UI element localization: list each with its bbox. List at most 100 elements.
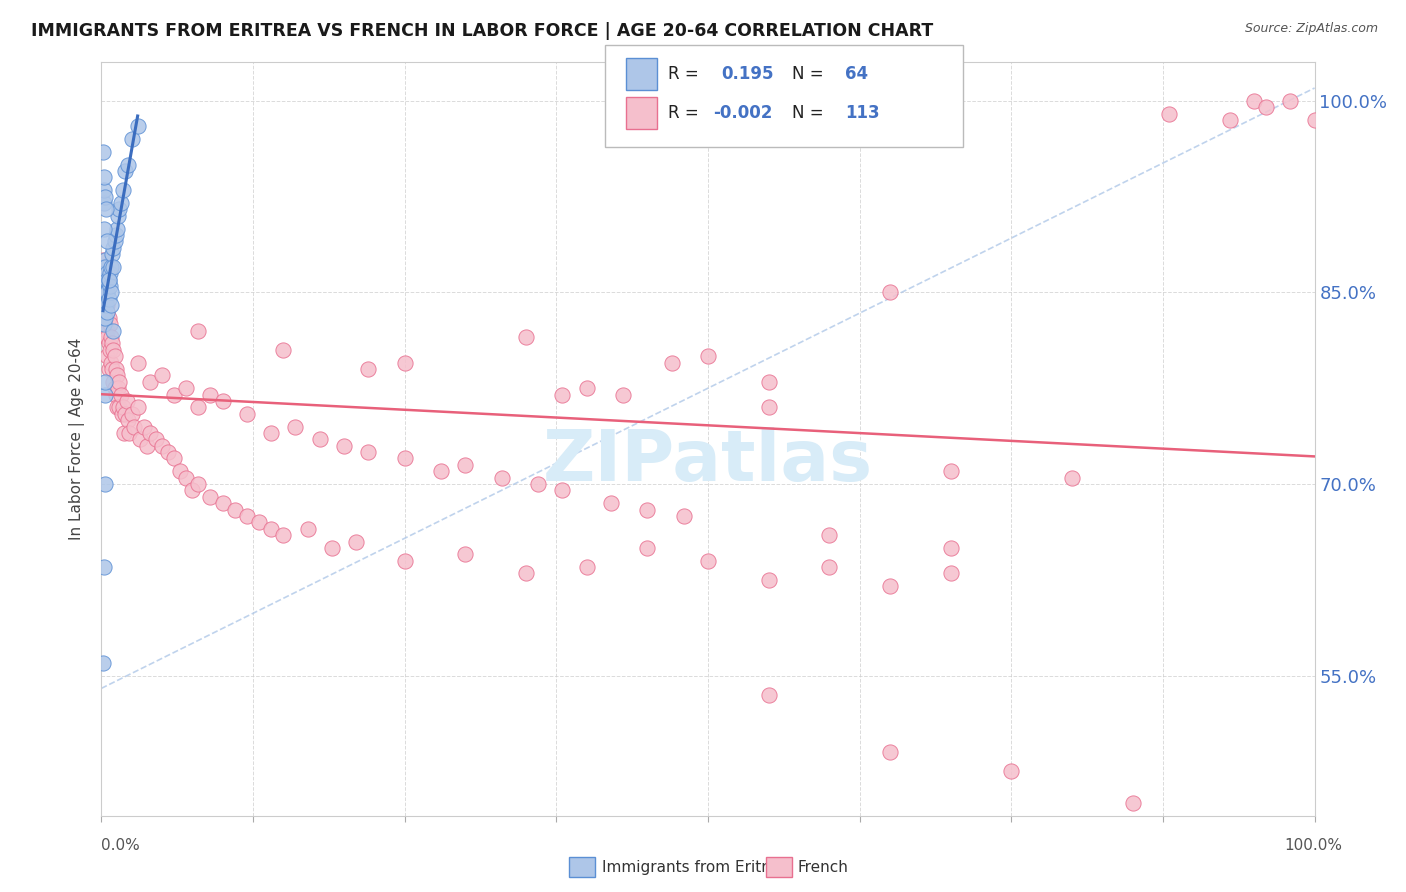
Point [636, 502, 658, 516]
Point [1303, 112, 1326, 127]
Point [96, 272, 118, 286]
Point [211, 496, 233, 510]
Point [1060, 470, 1083, 484]
Point [174, 470, 197, 484]
Point [103, 343, 125, 357]
Point [94, 266, 117, 280]
Point [94, 253, 117, 268]
Point [94, 310, 117, 325]
Point [94, 330, 117, 344]
Point [121, 407, 143, 421]
Point [94, 279, 117, 293]
Point [91, 279, 114, 293]
Point [97, 272, 120, 286]
Point [599, 496, 621, 510]
Point [117, 158, 139, 172]
Point [94, 477, 117, 491]
Point [91, 266, 114, 280]
Point [575, 381, 598, 395]
Text: French: French [797, 860, 848, 874]
Point [91, 292, 114, 306]
Point [100, 356, 122, 370]
Point [93, 170, 115, 185]
Point [515, 330, 537, 344]
Point [200, 490, 222, 504]
Point [101, 362, 124, 376]
Point [96, 235, 118, 249]
Point [697, 554, 720, 568]
Point [187, 477, 209, 491]
Text: Immigrants from Eritrea: Immigrants from Eritrea [602, 860, 786, 874]
Point [104, 387, 127, 401]
Point [94, 272, 117, 286]
Point [97, 292, 120, 306]
Point [818, 560, 841, 574]
Point [105, 401, 128, 415]
Point [93, 279, 115, 293]
Point [271, 343, 294, 357]
Point [271, 528, 294, 542]
Point [93, 285, 115, 300]
Point [91, 292, 114, 306]
Point [94, 285, 117, 300]
Point [93, 304, 115, 318]
Point [818, 528, 841, 542]
Point [94, 189, 117, 203]
Point [103, 349, 125, 363]
Point [394, 451, 416, 466]
Point [127, 120, 149, 134]
Point [117, 413, 139, 427]
Point [91, 310, 114, 325]
Point [236, 407, 259, 421]
Point [91, 656, 114, 670]
Point [93, 298, 115, 312]
Point [394, 356, 416, 370]
Text: 0.0%: 0.0% [101, 838, 141, 853]
Text: R =: R = [668, 104, 704, 122]
Point [879, 745, 901, 759]
Point [430, 464, 453, 478]
Point [454, 458, 477, 472]
Point [1279, 94, 1302, 108]
Point [394, 554, 416, 568]
Point [94, 260, 117, 274]
Point [93, 285, 115, 300]
Point [96, 324, 118, 338]
Point [758, 401, 780, 415]
Y-axis label: In Labor Force | Age 20-64: In Labor Force | Age 20-64 [69, 338, 86, 541]
Point [110, 387, 132, 401]
Point [114, 164, 136, 178]
Point [96, 285, 118, 300]
Point [94, 387, 117, 401]
Point [321, 541, 343, 555]
Point [91, 310, 114, 325]
Point [98, 279, 121, 293]
Point [93, 298, 115, 312]
Point [491, 470, 513, 484]
Point [454, 547, 477, 561]
Point [284, 419, 307, 434]
Point [93, 560, 115, 574]
Point [100, 298, 122, 312]
Point [145, 432, 167, 446]
Point [97, 336, 120, 351]
Point [1219, 112, 1241, 127]
Point [101, 336, 124, 351]
Point [150, 439, 173, 453]
Point [174, 381, 197, 395]
Point [103, 324, 125, 338]
Point [94, 292, 117, 306]
Point [129, 432, 152, 446]
Point [136, 439, 159, 453]
Point [93, 266, 115, 280]
Text: 113: 113 [845, 104, 880, 122]
Point [94, 279, 117, 293]
Point [211, 394, 233, 409]
Point [156, 445, 179, 459]
Point [96, 330, 118, 344]
Point [93, 272, 115, 286]
Point [96, 266, 118, 280]
Point [758, 573, 780, 587]
Point [139, 425, 162, 440]
Point [236, 508, 259, 523]
